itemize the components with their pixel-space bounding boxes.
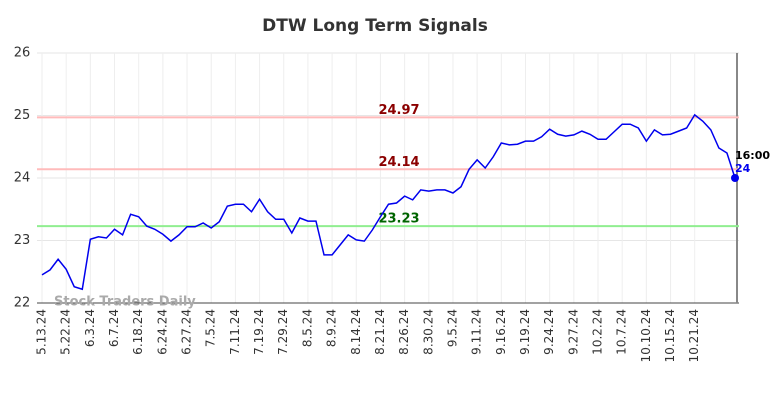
y-tick-label: 26 [14,46,31,61]
level-label: 23.23 [378,212,419,227]
y-tick-label: 23 [14,233,31,248]
x-tick-label: 10.2.24 [591,309,605,355]
x-tick-label: 8.21.24 [373,309,387,355]
x-tick-label: 9.11.24 [470,309,484,355]
x-tick-label: 8.30.24 [421,309,435,355]
chart-title: DTW Long Term Signals [262,16,488,36]
x-tick-label: 10.15.24 [663,309,677,362]
y-tick-label: 24 [14,171,31,186]
x-tick-label: 8.5.24 [300,309,314,347]
y-tick-label: 25 [14,108,31,123]
x-tick-label: 8.9.24 [325,309,339,347]
last-point [731,174,739,182]
x-tick-label: 7.5.24 [204,309,218,347]
x-tick-label: 8.14.24 [349,309,363,355]
x-tick-label: 9.16.24 [494,309,508,355]
x-tick-label: 8.26.24 [397,309,411,355]
x-tick-label: 10.10.24 [639,309,653,362]
x-tick-label: 6.24.24 [155,309,169,355]
x-tick-label: 7.11.24 [228,309,242,355]
x-tick-label: 9.5.24 [445,309,459,347]
x-tick-label: 9.24.24 [542,309,556,355]
last-time: 16:00 [735,149,770,162]
x-tick-label: 6.7.24 [107,309,121,347]
level-label: 24.97 [378,103,419,118]
x-tick-label: 9.27.24 [566,309,580,355]
watermark: Stock Traders Daily [54,295,196,310]
x-tick-label: 5.22.24 [59,309,73,355]
x-tick-label: 9.19.24 [518,309,532,355]
y-tick-label: 22 [14,296,31,311]
x-tick-label: 10.7.24 [615,309,629,355]
level-label: 24.14 [378,155,419,170]
x-tick-label: 6.18.24 [131,309,145,355]
x-tick-label: 6.3.24 [83,309,97,347]
x-tick-label: 7.19.24 [252,309,266,355]
x-tick-label: 7.29.24 [276,309,290,355]
price-line [41,113,736,291]
x-tick-label: 10.21.24 [687,309,701,362]
x-tick-label: 6.27.24 [180,309,194,355]
last-value: 24 [735,162,751,175]
x-tick-label: 5.13.24 [35,309,49,355]
